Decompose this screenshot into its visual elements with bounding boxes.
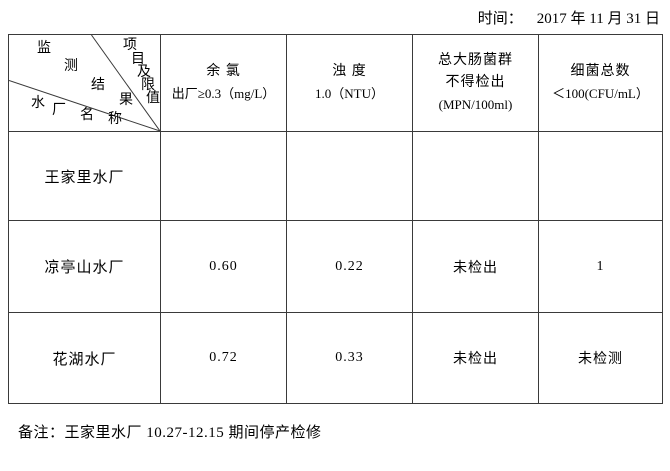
- corner-middle-char: 果: [119, 93, 133, 108]
- corner-bottomleft-char: 名: [80, 108, 94, 123]
- corner-bottomleft-char: 称: [108, 112, 122, 127]
- value-cell: 未检出: [412, 220, 539, 313]
- column-header-title: 总大肠菌群: [438, 53, 513, 68]
- remark-note: 备注：王家里水厂 10.27-12.15 期间停产检修: [18, 425, 322, 441]
- column-header-limit: (MPN/100ml): [438, 97, 513, 112]
- table-row: 王家里水厂: [8, 131, 663, 221]
- value-cell: 1: [538, 220, 663, 313]
- corner-topright-char: 项: [123, 38, 137, 53]
- value-cell: 0.72: [160, 312, 287, 404]
- column-header-title: 余 氯: [206, 64, 241, 79]
- corner-middle-char: 监: [37, 41, 51, 56]
- column-header-bacteria-count: 细菌总数 ＜100(CFU/mL）: [538, 34, 663, 132]
- column-header-limit: 出厂≥0.3（mg/L）: [171, 86, 276, 101]
- value-cell: 未检测: [538, 312, 663, 404]
- column-header-limit: ＜100(CFU/mL）: [552, 86, 649, 101]
- corner-middle-char: 测: [64, 59, 78, 74]
- corner-middle-char: 结: [91, 78, 105, 93]
- value-cell: [286, 131, 413, 221]
- corner-topright-char: 目: [131, 52, 145, 67]
- table-row: 凉亭山水厂 0.60 0.22 未检出 1: [8, 220, 663, 313]
- value-cell: [538, 131, 663, 221]
- water-quality-table: 监 测 结 果 项 目 及 限 值 水 厂 名 称 余 氯 出厂≥0.3（mg/…: [8, 34, 663, 404]
- column-header-limit: 不得检出: [445, 75, 506, 90]
- value-cell: [160, 131, 287, 221]
- corner-topright-char: 及: [137, 65, 151, 80]
- column-header-title: 细菌总数: [570, 64, 631, 79]
- value-cell: 0.60: [160, 220, 287, 313]
- value-cell: 未检出: [412, 312, 539, 404]
- corner-diagonal-cell: 监 测 结 果 项 目 及 限 值 水 厂 名 称: [8, 34, 161, 132]
- column-header-title: 浊 度: [332, 64, 367, 79]
- corner-topright-char: 限: [141, 78, 155, 93]
- report-time: 时间： 2017 年 11 月 31 日: [478, 7, 660, 28]
- plant-name-cell: 凉亭山水厂: [8, 220, 161, 313]
- corner-bottomleft-char: 厂: [52, 103, 66, 118]
- corner-topright-char: 值: [146, 91, 160, 106]
- table-row: 花湖水厂 0.72 0.33 未检出 未检测: [8, 312, 663, 404]
- plant-name-cell: 王家里水厂: [8, 131, 161, 221]
- column-header-residual-chlorine: 余 氯 出厂≥0.3（mg/L）: [160, 34, 287, 132]
- time-value: 2017 年 11 月 31 日: [536, 11, 660, 27]
- header-row: 监 测 结 果 项 目 及 限 值 水 厂 名 称 余 氯 出厂≥0.3（mg/…: [8, 34, 663, 132]
- value-cell: 0.33: [286, 312, 413, 404]
- time-label: 时间：: [477, 11, 523, 27]
- column-header-limit: 1.0（NTU）: [315, 86, 384, 101]
- corner-bottomleft-char: 水: [31, 96, 45, 111]
- value-cell: [412, 131, 539, 221]
- column-header-total-coliform: 总大肠菌群 不得检出 (MPN/100ml): [412, 34, 539, 132]
- plant-name-cell: 花湖水厂: [8, 312, 161, 404]
- diagonal-lines: [9, 35, 160, 131]
- column-header-turbidity: 浊 度 1.0（NTU）: [286, 34, 413, 132]
- value-cell: 0.22: [286, 220, 413, 313]
